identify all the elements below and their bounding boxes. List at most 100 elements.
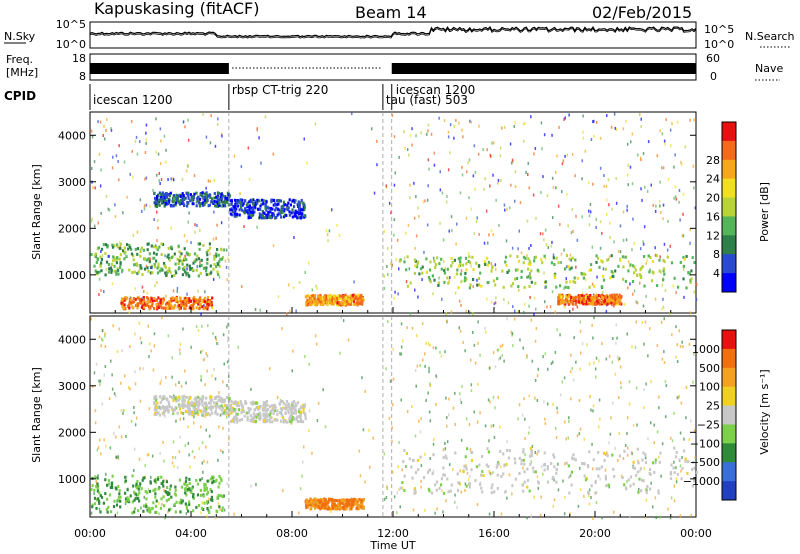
scatter-cell — [444, 447, 447, 451]
echo-cell — [120, 301, 123, 305]
echo-cell — [208, 242, 211, 246]
scatter-cell — [405, 231, 407, 235]
scatter-cell — [645, 294, 647, 298]
echo-cell — [96, 489, 99, 493]
echo-cell — [339, 506, 342, 510]
echo-cell — [226, 197, 229, 201]
scatter-cell — [663, 350, 665, 354]
scatter-cell — [385, 367, 387, 371]
echo-cell — [188, 299, 191, 302]
echo-cell — [233, 198, 237, 202]
scatter-cell — [461, 128, 463, 132]
echo-cell — [472, 278, 475, 281]
echo-cell — [217, 395, 220, 399]
echo-cell — [186, 201, 189, 205]
echo-cell — [100, 257, 103, 261]
echo-cell — [191, 306, 194, 310]
scatter-cell — [187, 138, 190, 142]
echo-cell — [440, 477, 443, 481]
scatter-cell — [470, 120, 472, 124]
echo-cell — [192, 406, 195, 410]
echo-cell — [603, 295, 606, 299]
echo-cell — [148, 299, 152, 303]
echo-cell — [231, 210, 234, 214]
scatter-cell — [442, 238, 445, 242]
echo-cell — [264, 402, 267, 406]
echo-cell — [580, 294, 584, 298]
scatter-cell — [94, 421, 97, 425]
colorbar-tick: 100 — [699, 381, 720, 394]
echo-cell — [307, 503, 310, 507]
echo-cell — [150, 266, 153, 270]
scatter-cell — [474, 171, 477, 174]
echo-cell — [607, 295, 610, 299]
scatter-cell — [637, 459, 639, 463]
echo-cell — [155, 259, 158, 263]
echo-cell — [238, 201, 241, 205]
echo-cell — [117, 498, 120, 502]
scatter-cell — [679, 218, 681, 222]
echo-cell — [470, 450, 473, 454]
echo-cell — [324, 503, 327, 506]
scatter-cell — [393, 135, 396, 139]
ytick-label: 3000 — [58, 380, 86, 393]
echo-cell — [595, 467, 598, 471]
scatter-cell — [673, 165, 675, 169]
echo-cell — [633, 466, 637, 470]
echo-cell — [131, 511, 134, 515]
colorbar-tick: −100 — [690, 437, 720, 450]
echo-cell — [218, 505, 221, 509]
scatter-cell — [622, 127, 625, 131]
echo-cell — [296, 203, 299, 206]
velocity-ylabel: Slant Range [km] — [30, 367, 43, 463]
scatter-cell — [105, 129, 107, 132]
scatter-cell — [203, 304, 205, 308]
scatter-cell — [628, 402, 631, 406]
echo-cell — [215, 204, 218, 208]
echo-cell — [632, 264, 635, 268]
scatter-cell — [665, 415, 667, 419]
echo-cell — [285, 214, 288, 217]
echo-cell — [139, 264, 142, 268]
scatter-cell — [149, 257, 151, 261]
scatter-cell — [524, 453, 526, 457]
echo-cell — [230, 202, 233, 206]
scatter-cell — [182, 327, 184, 331]
echo-cell — [149, 306, 152, 310]
echo-cell — [322, 506, 325, 510]
echo-cell — [443, 473, 446, 477]
scatter-cell — [161, 316, 163, 320]
echo-cell — [295, 404, 298, 408]
echo-cell — [244, 209, 247, 213]
echo-cell — [308, 296, 311, 300]
scatter-cell — [315, 284, 317, 288]
echo-cell — [153, 192, 156, 196]
echo-cell — [153, 296, 156, 300]
echo-cell — [414, 490, 417, 494]
noise-left-tick-top: 10^5 — [56, 18, 86, 31]
scatter-cell — [615, 177, 617, 180]
scatter-cell — [626, 173, 629, 177]
echo-cell — [216, 200, 219, 204]
echo-cell — [359, 505, 362, 509]
scatter-cell — [405, 465, 407, 468]
scatter-cell — [95, 480, 97, 483]
scatter-cell — [596, 120, 598, 124]
echo-cell — [124, 491, 127, 495]
scatter-cell — [626, 480, 628, 484]
scatter-cell — [414, 434, 417, 438]
echo-cell — [146, 242, 149, 246]
echo-cell — [487, 465, 490, 468]
echo-cell — [517, 259, 521, 263]
scatter-cell — [136, 230, 139, 234]
scatter-cell — [408, 153, 410, 157]
xtick-label: 16:00 — [478, 527, 510, 540]
scatter-cell — [664, 289, 667, 293]
echo-cell — [293, 400, 296, 403]
echo-cell — [603, 458, 606, 462]
echo-cell — [238, 404, 241, 408]
echo-cell — [172, 412, 175, 415]
echo-cell — [588, 268, 591, 272]
scatter-cell — [99, 438, 101, 442]
